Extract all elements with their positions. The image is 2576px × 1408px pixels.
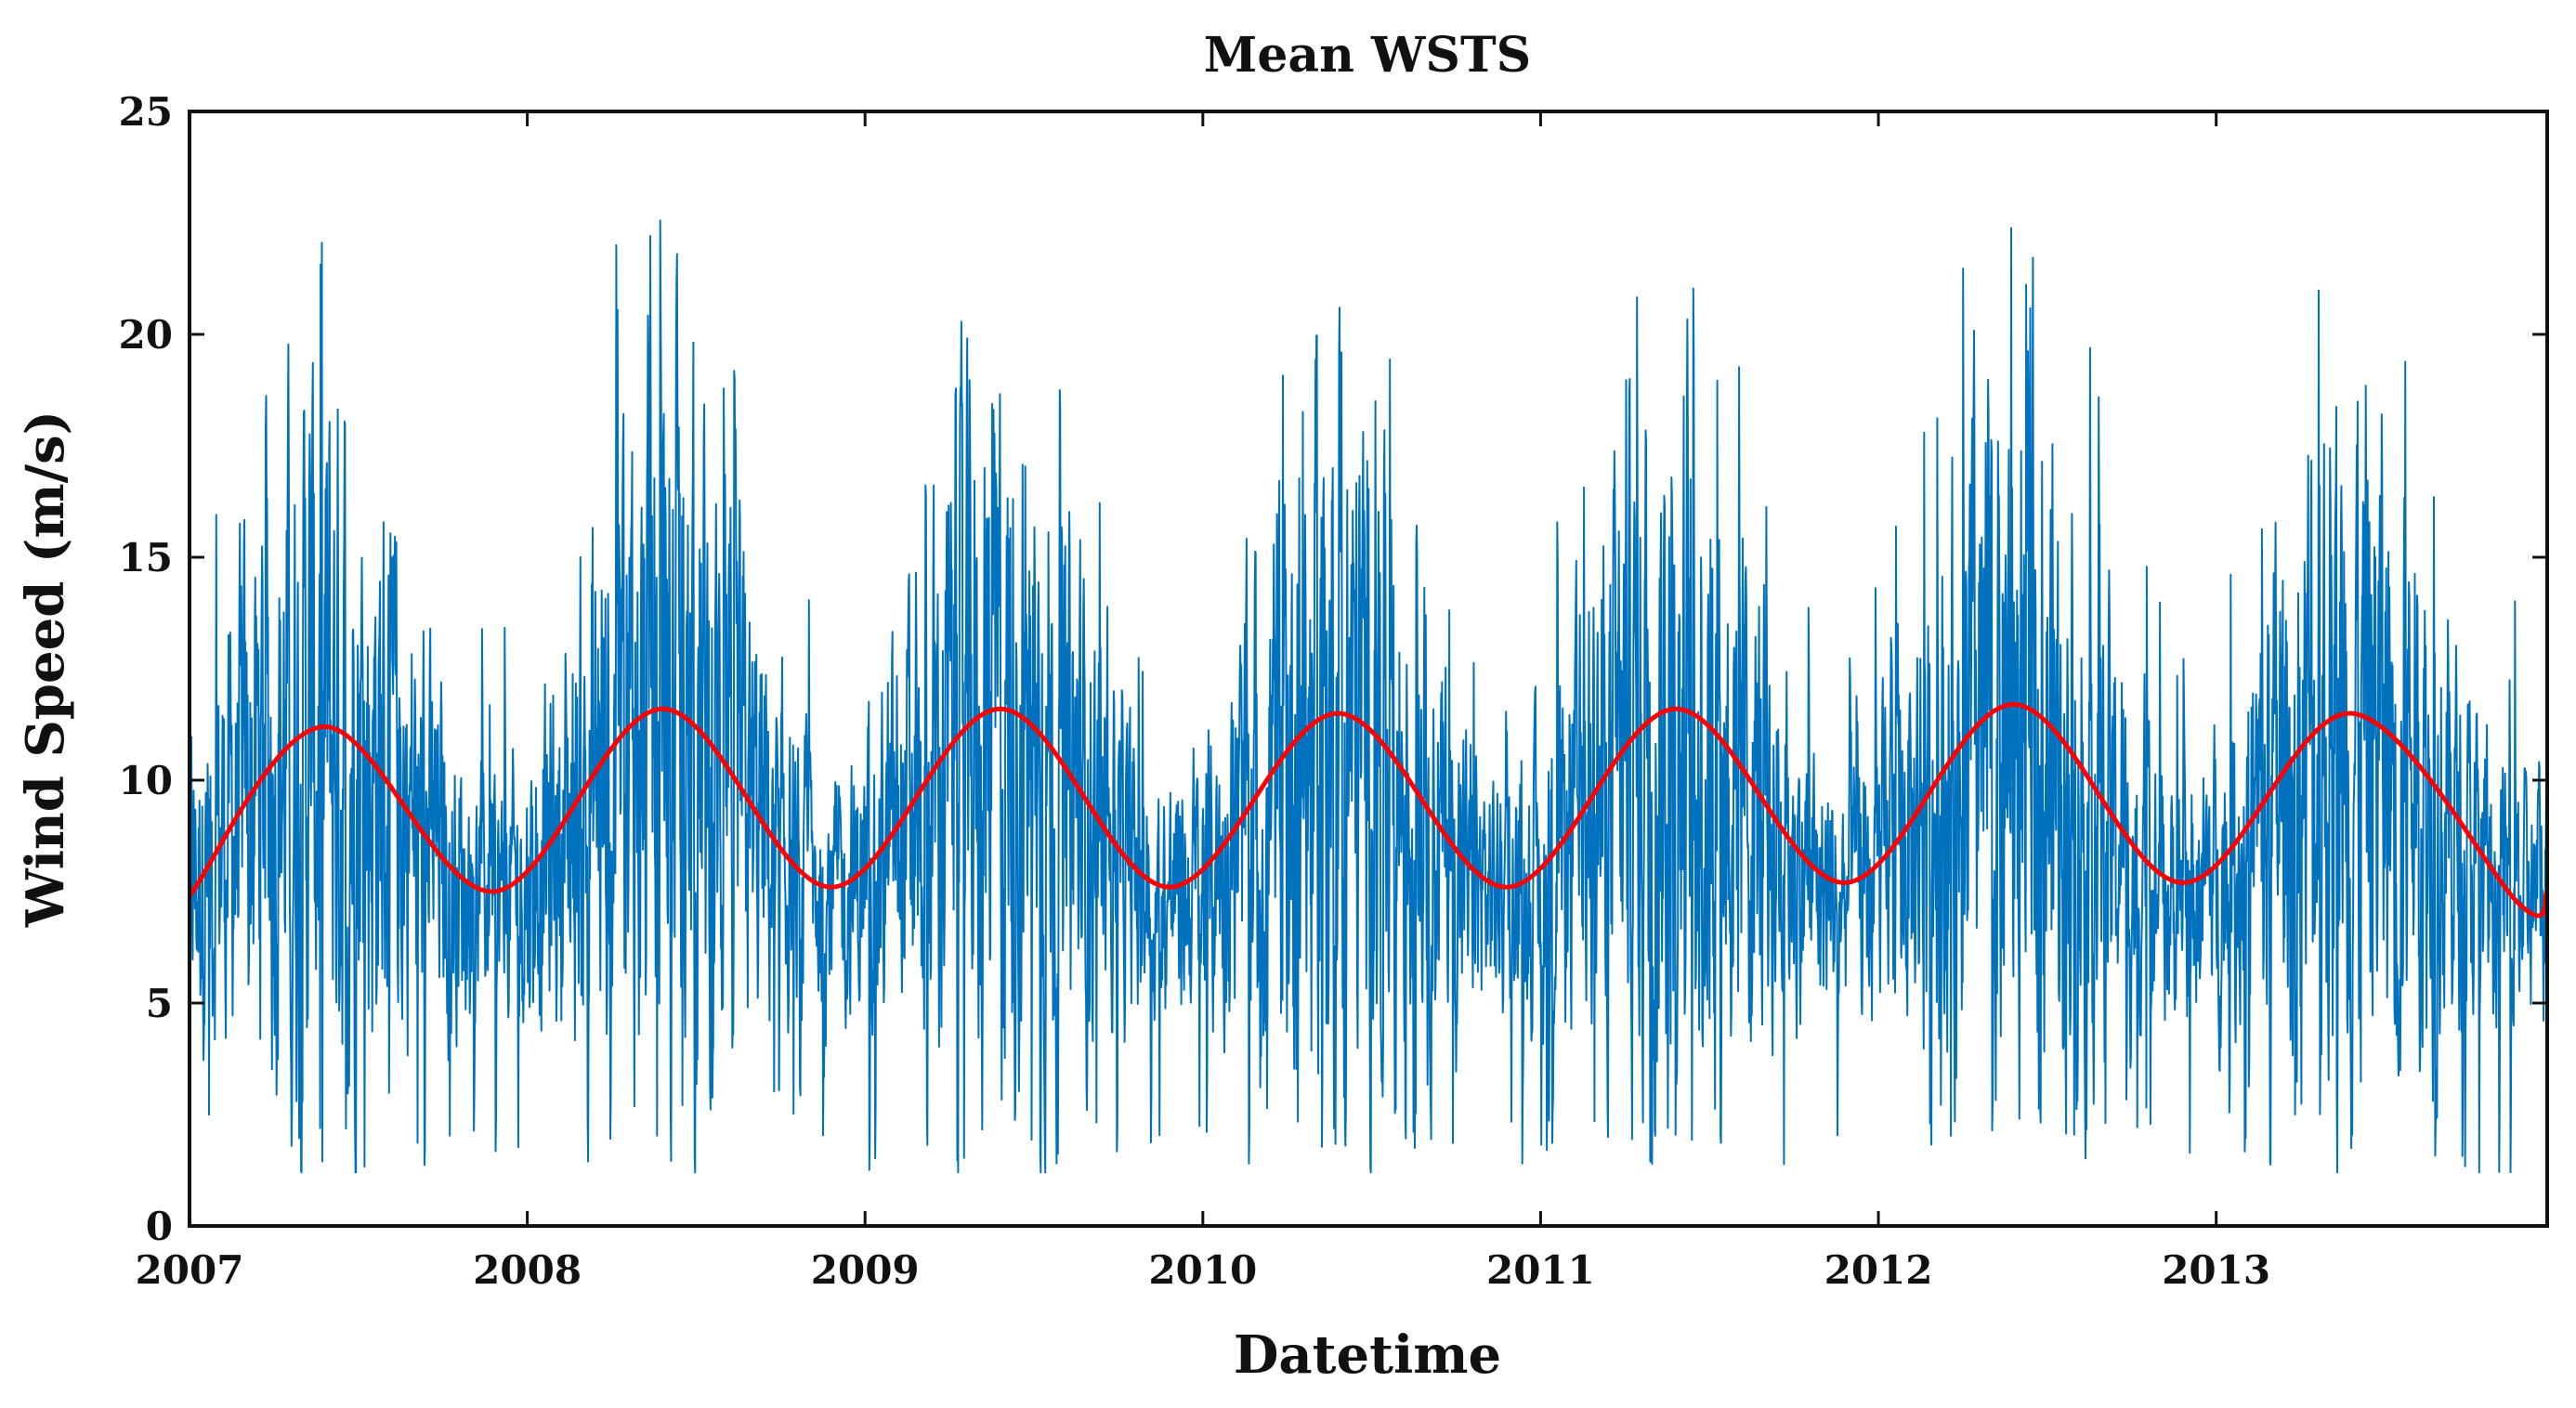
y-axis-label: Wind Speed (m/s) [15,411,76,928]
wind-speed-segment [190,343,308,1174]
x-tick-label: 2008 [473,1247,582,1293]
y-tick-label: 20 [119,312,173,358]
wind-speed-segment [1721,366,1841,1166]
plot-frame [188,110,2549,1228]
wind-speed-segment [2074,346,2195,1160]
wind-speed-segment [424,626,544,1153]
y-axis: 0 5 10 15 20 25 [119,89,2547,1249]
wind-speed-segment [542,219,662,1163]
seasonal-mean-series [190,701,2547,919]
wind-speed-segment [1603,287,1723,1166]
wind-speed-segment [1838,417,1959,1146]
x-tick-label: 2009 [811,1247,920,1293]
x-tick-label: 2010 [1148,1247,1257,1293]
x-tick-label: 2007 [136,1247,244,1293]
wind-speed-segment [306,241,426,1174]
wind-speed-series [190,219,2547,1174]
x-axis: 2007 2008 2009 2010 2011 2012 2013 [136,111,2270,1293]
y-tick-label: 0 [146,1204,173,1249]
wind-speed-segment [1131,538,1252,1165]
y-tick-label: 15 [119,535,173,580]
wind-speed-segment [660,253,780,1174]
y-tick-label: 25 [119,89,173,135]
x-axis-label: Datetime [1234,1324,1501,1386]
x-tick-label: 2011 [1486,1247,1595,1293]
wind-speed-segment [2310,289,2431,1174]
wind-speed-segment [2428,496,2547,1174]
y-tick-label: 10 [119,758,173,803]
wind-speed-segment [1956,227,2077,1136]
wind-speed-segment [1485,486,1606,1165]
x-tick-label: 2013 [2162,1247,2270,1293]
x-tick-label: 2012 [1824,1247,1933,1293]
wind-speed-segment [2192,454,2313,1166]
wind-speed-segment [1367,359,1488,1174]
wind-speed-segment [896,320,1016,1174]
chart-title: Mean WSTS [1204,27,1531,84]
y-tick-label: 5 [146,981,173,1026]
wind-speed-segment [778,599,898,1171]
plot-area [190,219,2547,1174]
